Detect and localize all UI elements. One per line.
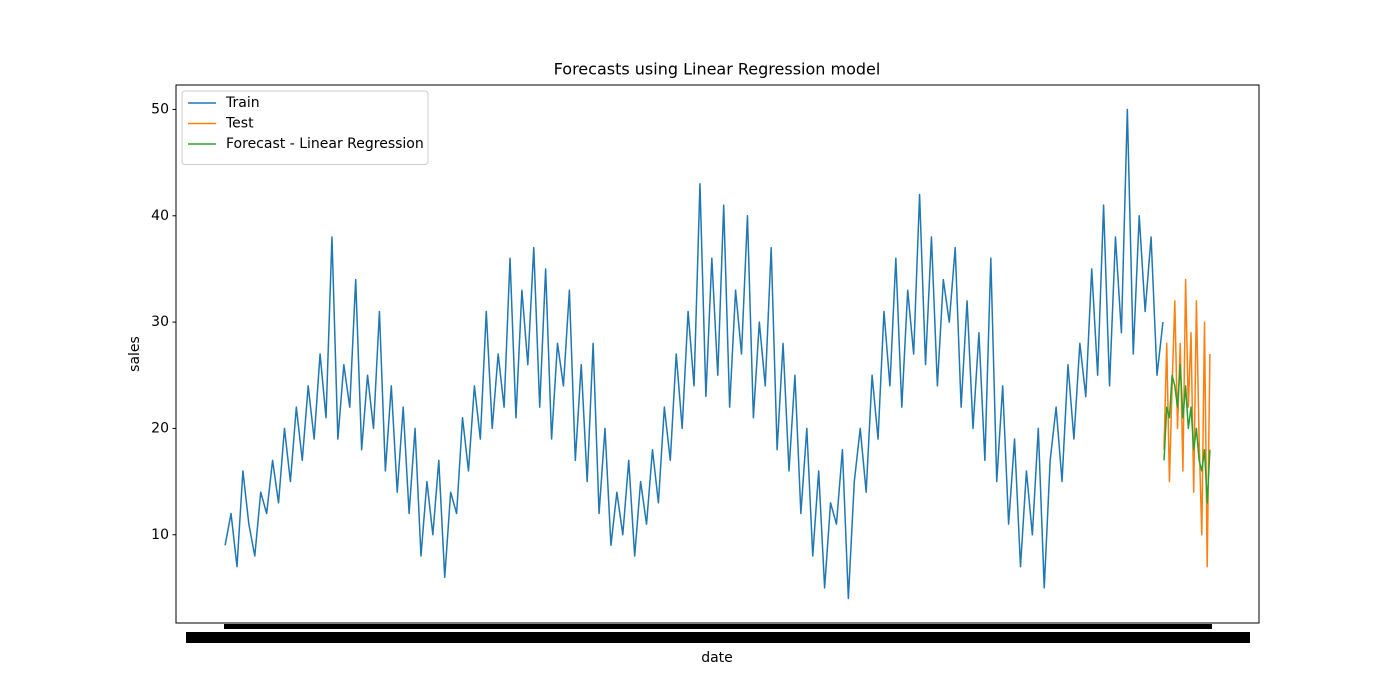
series-line bbox=[1163, 278, 1211, 568]
legend-label: Test bbox=[225, 116, 254, 132]
y-tick-label: 20 bbox=[151, 420, 169, 436]
legend-label: Forecast - Linear Regression bbox=[226, 136, 424, 152]
y-tick-label: 50 bbox=[151, 101, 169, 117]
plot-area bbox=[224, 108, 1211, 600]
axes-frame bbox=[175, 84, 1260, 624]
series-line bbox=[224, 108, 1164, 600]
y-tick-label: 40 bbox=[151, 208, 169, 224]
x-tick-marks-smear bbox=[224, 624, 1212, 629]
x-tick-labels-overlap bbox=[186, 624, 1250, 643]
legend-label: Train bbox=[225, 95, 260, 111]
legend-frame bbox=[181, 90, 429, 165]
y-tick-label: 30 bbox=[151, 314, 169, 330]
y-axis-label: sales bbox=[127, 336, 143, 372]
series-line bbox=[1163, 363, 1211, 504]
x-axis-label: date bbox=[701, 650, 733, 666]
y-tick-label: 10 bbox=[151, 527, 169, 543]
x-tick-label-smear bbox=[186, 632, 1250, 643]
legend: Train Test Forecast - Linear Regression bbox=[181, 90, 429, 165]
chart-title: Forecasts using Linear Regression model bbox=[554, 60, 881, 79]
